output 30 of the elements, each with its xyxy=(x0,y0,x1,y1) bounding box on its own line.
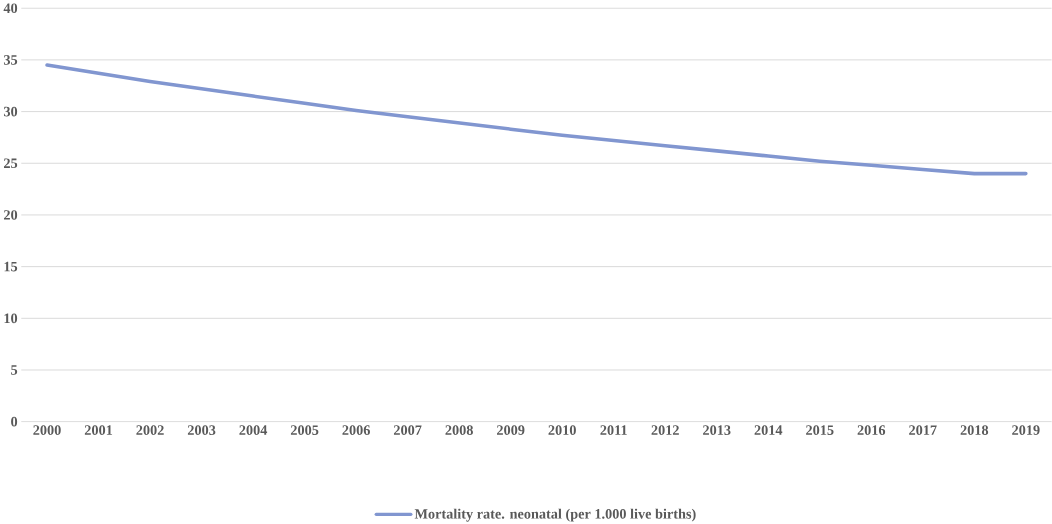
y-tick-label: 40 xyxy=(3,3,18,13)
y-tick-label: 15 xyxy=(4,261,18,272)
y-tick-label: 35 xyxy=(3,55,18,65)
x-tick-label: 2018 xyxy=(960,425,989,435)
x-tick-label: 2003 xyxy=(187,425,216,435)
x-tick-label: 2006 xyxy=(342,425,370,435)
y-tick-label: 30 xyxy=(3,106,18,117)
x-tick-label: 2015 xyxy=(806,425,834,435)
x-tick-label: 2011 xyxy=(600,425,627,435)
y-tick-label: 5 xyxy=(11,365,18,375)
y-tick-label: 0 xyxy=(11,416,18,427)
x-tick-label: 2000 xyxy=(33,425,61,435)
x-tick-label: 2016 xyxy=(857,425,886,435)
x-tick-label: 2004 xyxy=(239,425,268,435)
y-tick-label: 10 xyxy=(4,313,18,324)
y-tick-label: 20 xyxy=(4,210,18,220)
legend-label: Mortality rate. neonatal (per 1.000 live births) xyxy=(414,508,696,522)
x-tick-label: 2008 xyxy=(445,425,473,435)
x-tick-label: 2005 xyxy=(290,425,319,435)
x-tick-label: 2019 xyxy=(1012,425,1040,435)
x-tick-label: 2002 xyxy=(136,425,164,435)
x-tick-label: 2010 xyxy=(548,425,576,435)
x-tick-label: 2009 xyxy=(497,425,525,435)
x-tick-label: 2014 xyxy=(754,425,783,435)
x-tick-label: 2017 xyxy=(909,425,937,435)
x-tick-label: 2001 xyxy=(84,425,113,435)
y-tick-label: 25 xyxy=(4,158,18,168)
x-tick-label: 2012 xyxy=(651,425,679,435)
x-tick-label: 2013 xyxy=(703,425,731,435)
x-tick-label: 2007 xyxy=(393,425,422,435)
